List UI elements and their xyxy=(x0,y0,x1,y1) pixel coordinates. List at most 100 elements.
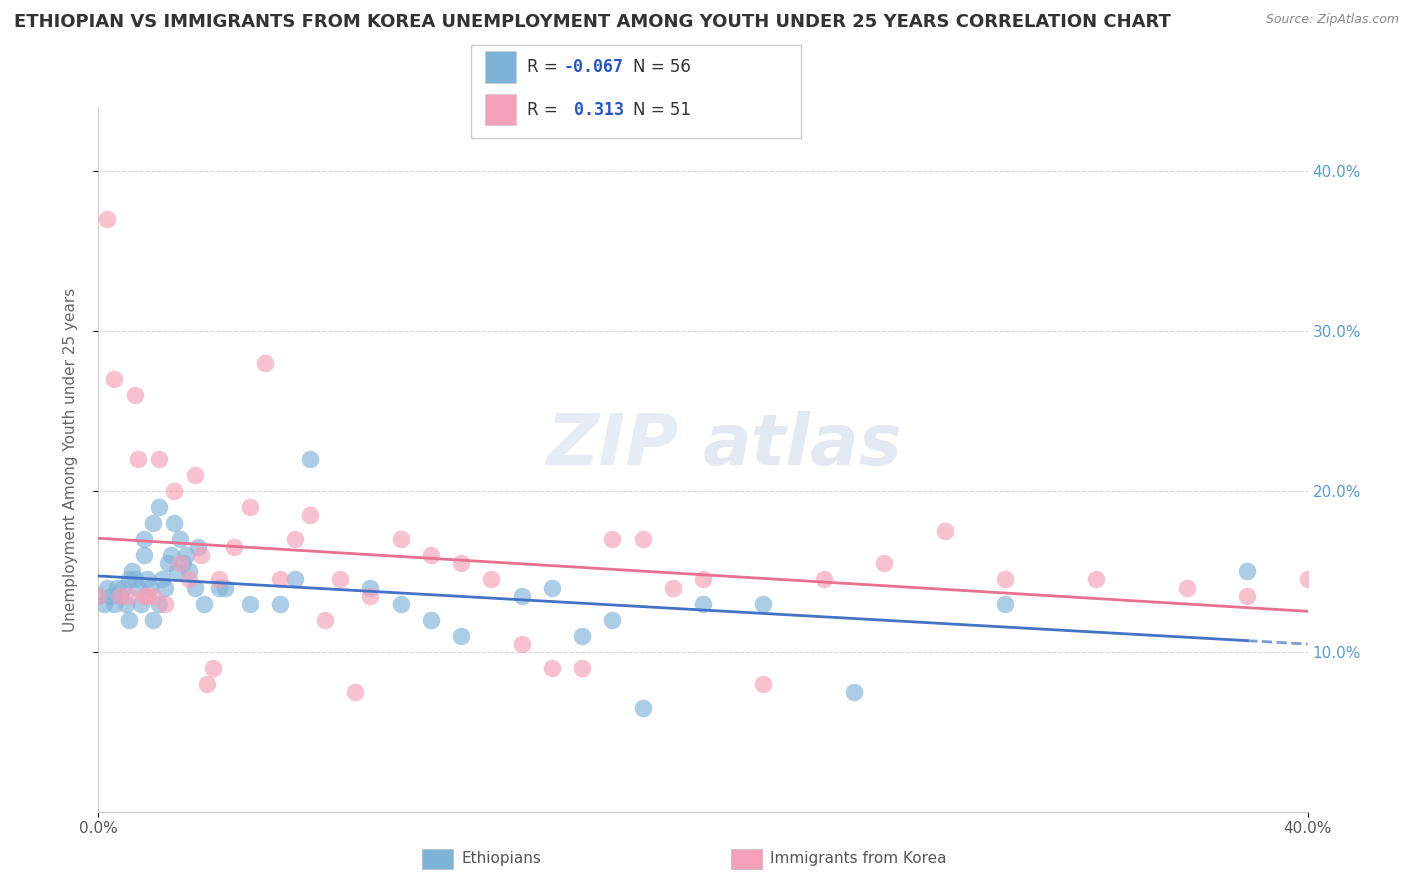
Point xyxy=(184,581,207,595)
Point xyxy=(752,597,775,611)
Text: 0.313: 0.313 xyxy=(564,101,624,119)
Point xyxy=(208,581,231,595)
Point xyxy=(389,533,412,547)
Point xyxy=(752,676,775,690)
Point xyxy=(174,549,197,563)
Point xyxy=(190,549,212,563)
Point xyxy=(813,573,835,587)
Point xyxy=(108,589,131,603)
Point xyxy=(344,684,367,698)
Point xyxy=(153,581,176,595)
Point xyxy=(100,589,122,603)
Point xyxy=(87,589,110,603)
Point xyxy=(103,372,125,386)
Text: N = 56: N = 56 xyxy=(633,58,690,76)
Point xyxy=(156,557,179,571)
Point xyxy=(571,660,593,674)
Point xyxy=(169,533,191,547)
Point xyxy=(103,597,125,611)
Point xyxy=(299,452,322,467)
Point xyxy=(692,573,714,587)
Text: R =: R = xyxy=(527,58,558,76)
Point xyxy=(124,573,146,587)
Point xyxy=(187,541,209,555)
Point xyxy=(360,589,382,603)
Point xyxy=(132,589,155,603)
Point xyxy=(571,628,593,642)
Point xyxy=(661,581,683,595)
Point xyxy=(118,589,141,603)
Point xyxy=(160,549,183,563)
Point xyxy=(284,533,307,547)
Point xyxy=(87,589,110,603)
Point xyxy=(124,388,146,402)
Point xyxy=(540,581,562,595)
Point xyxy=(111,581,134,595)
Point xyxy=(118,613,141,627)
Point xyxy=(269,597,291,611)
Point xyxy=(450,628,472,642)
Point xyxy=(148,597,170,611)
Point xyxy=(179,565,201,579)
Point xyxy=(450,557,472,571)
Text: R =: R = xyxy=(527,101,558,119)
Point xyxy=(844,684,866,698)
Point xyxy=(1327,557,1350,571)
Point xyxy=(1175,581,1198,595)
Point xyxy=(510,589,533,603)
Point xyxy=(420,549,443,563)
Point xyxy=(142,589,165,603)
Point xyxy=(163,484,186,499)
Point xyxy=(135,573,157,587)
Point xyxy=(1085,573,1108,587)
Point xyxy=(184,468,207,483)
Point xyxy=(269,573,291,587)
Text: ZIP: ZIP xyxy=(547,411,679,480)
Point xyxy=(239,500,262,515)
Text: atlas: atlas xyxy=(703,411,903,480)
Point xyxy=(114,597,136,611)
Point xyxy=(420,613,443,627)
Point xyxy=(193,597,215,611)
Point xyxy=(105,581,128,595)
Point xyxy=(163,516,186,531)
Point xyxy=(118,573,141,587)
Point xyxy=(631,533,654,547)
Text: -0.067: -0.067 xyxy=(564,58,624,76)
Point xyxy=(172,557,194,571)
Point xyxy=(540,660,562,674)
Point xyxy=(96,212,118,227)
Point xyxy=(692,597,714,611)
Point xyxy=(166,565,188,579)
Text: Source: ZipAtlas.com: Source: ZipAtlas.com xyxy=(1265,13,1399,27)
Point xyxy=(150,573,173,587)
Point xyxy=(169,557,191,571)
Point xyxy=(153,597,176,611)
Point xyxy=(214,581,236,595)
Point xyxy=(239,597,262,611)
Point xyxy=(934,524,956,539)
Point xyxy=(1236,565,1258,579)
Point xyxy=(195,676,218,690)
Point xyxy=(994,573,1017,587)
Text: N = 51: N = 51 xyxy=(633,101,690,119)
Point xyxy=(994,597,1017,611)
Point xyxy=(253,356,276,370)
Point xyxy=(224,541,246,555)
Point xyxy=(148,500,170,515)
Point xyxy=(389,597,412,611)
Point xyxy=(1236,589,1258,603)
Point xyxy=(135,589,157,603)
Point xyxy=(121,565,143,579)
Text: Ethiopians: Ethiopians xyxy=(461,851,541,865)
Point xyxy=(132,549,155,563)
Point xyxy=(329,573,352,587)
Point xyxy=(314,613,336,627)
Point xyxy=(127,452,149,467)
Point xyxy=(202,660,225,674)
Point xyxy=(179,573,201,587)
Point xyxy=(299,508,322,523)
Point xyxy=(93,597,115,611)
Point xyxy=(139,581,162,595)
Point xyxy=(142,516,165,531)
